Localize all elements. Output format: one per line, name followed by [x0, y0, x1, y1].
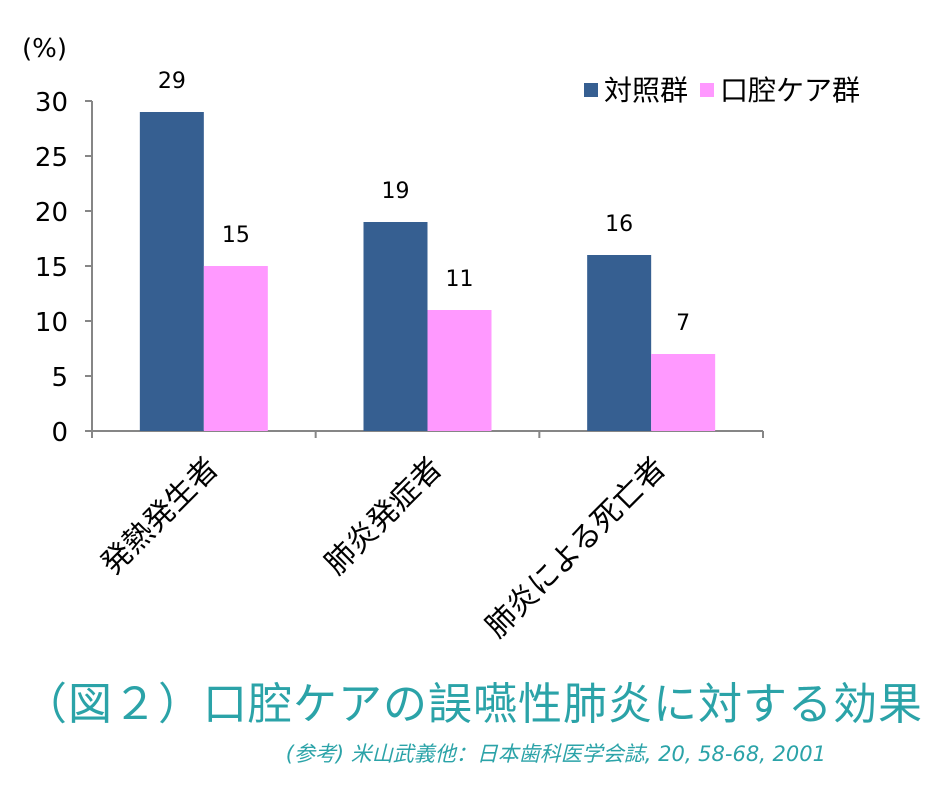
data-label: 16 [605, 212, 633, 237]
bars [139, 112, 716, 431]
bar [651, 354, 716, 431]
data-label: 11 [446, 267, 474, 292]
legend: 対照群 口腔ケア群 [584, 74, 860, 107]
source-note: (参考) 米山武義他：日本歯科医学会誌, 20, 58-68, 2001 [285, 742, 826, 766]
data-labels: 29 15 19 11 16 7 [158, 69, 690, 336]
legend-label: 口腔ケア群 [720, 74, 860, 107]
data-label: 7 [676, 311, 690, 336]
y-tick-label: 25 [35, 143, 68, 173]
bar [203, 266, 268, 431]
y-tick-label: 20 [35, 198, 68, 228]
data-label: 19 [382, 179, 410, 204]
figure-caption: （図２）口腔ケアの誤嚥性肺炎に対する効果 [23, 679, 923, 730]
y-tick-label: 5 [51, 363, 68, 393]
bar [363, 222, 428, 431]
bar [587, 255, 652, 431]
legend-swatch [584, 83, 598, 97]
y-axis: 0 5 10 15 20 25 30 [35, 88, 93, 448]
category-label: 発熱発生者 [95, 451, 226, 582]
y-tick-label: 15 [35, 253, 68, 283]
category-label: 肺炎による死亡者 [479, 451, 673, 645]
data-label: 15 [222, 223, 250, 248]
legend-swatch [700, 83, 714, 97]
legend-label: 対照群 [604, 74, 688, 107]
bar [427, 310, 492, 431]
y-tick-label: 10 [35, 308, 68, 338]
x-axis [91, 430, 764, 438]
y-unit-label: (%) [22, 34, 67, 64]
bar [139, 112, 204, 431]
category-labels: 発熱発生者 肺炎発症者 肺炎による死亡者 [95, 451, 673, 645]
y-tick-label: 0 [51, 418, 68, 448]
data-label: 29 [158, 69, 186, 94]
category-label: 肺炎発症者 [318, 451, 449, 582]
y-tick-label: 30 [35, 88, 68, 118]
bar-chart: (%) 0 5 10 15 20 25 30 29 15 19 11 16 7 発熱発生者 肺炎発症者肺… [22, 34, 860, 645]
